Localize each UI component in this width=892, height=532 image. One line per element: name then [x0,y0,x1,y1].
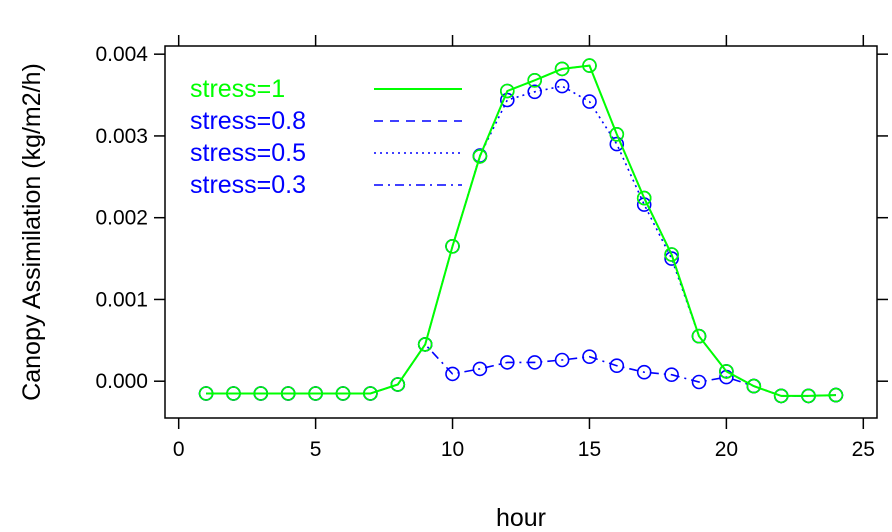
data-point [390,377,406,392]
data-point [554,352,570,368]
data-point [417,337,433,352]
data-point [636,364,652,380]
x-tick-label: 0 [173,438,185,461]
data-point [582,349,597,365]
legend-label: stress=1 [190,75,285,103]
series-stress-1 [198,58,844,404]
data-point [472,149,488,164]
data-point [746,378,762,394]
data-point [801,388,816,404]
x-tick-label: 20 [715,438,738,461]
data-point [363,386,378,401]
data-point [472,361,488,377]
x-tick-label: 25 [852,438,875,461]
x-tick-label: 15 [578,438,601,461]
legend-label: stress=0.5 [190,139,306,167]
data-point [226,386,241,401]
y-tick-label: 0.001 [95,288,148,311]
data-point [609,127,625,142]
data-point [773,388,789,404]
data-point [527,84,543,100]
legend: stress=1 stress=0.8 stress=0.5 stress=0.3 [190,75,462,199]
data-point [499,355,515,370]
data-point [691,328,707,344]
data-point [198,386,214,401]
legend-label: stress=0.8 [190,107,306,135]
x-tick-label: 10 [441,438,464,461]
data-point [554,61,570,77]
legend-label: stress=0.3 [190,171,306,199]
data-point [335,386,351,401]
data-point [636,190,652,206]
data-point [554,78,570,94]
data-point [445,366,460,382]
x-tick-label: 5 [310,438,322,461]
data-point [527,73,543,88]
data-point [691,374,707,390]
x-axis-title: hour [496,504,546,532]
data-point [664,247,679,262]
series-line [206,343,836,397]
data-point [280,386,296,401]
data-point [253,386,269,401]
y-axis: 0.000 0.001 0.002 0.003 0.004 [95,43,888,393]
y-axis-title: Canopy Assimilation (kg/m2/h) [18,63,46,401]
series-layer [198,58,844,404]
data-point [609,358,625,374]
series-line [206,64,836,397]
data-point [582,58,597,73]
y-tick-label: 0.004 [95,43,148,66]
data-point [499,83,515,99]
data-point [527,355,543,370]
y-tick-label: 0.003 [95,125,148,148]
data-point [664,367,679,383]
data-point [308,386,323,401]
data-point [719,364,734,379]
y-tick-label: 0.000 [95,370,148,393]
data-point [664,251,679,266]
data-point [445,239,460,254]
x-axis: 0 5 10 15 20 25 [173,35,875,461]
plot-frame [164,45,878,419]
data-point [609,136,625,152]
data-point [828,387,844,403]
data-point [582,94,597,109]
y-tick-label: 0.002 [95,207,148,230]
